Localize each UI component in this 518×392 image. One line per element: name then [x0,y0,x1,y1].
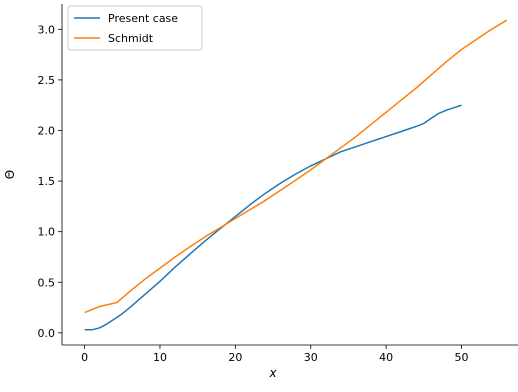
x-tick-label: 40 [379,351,393,364]
y-tick-label: 3.0 [38,23,56,36]
y-axis: 0.0 0.5 1.0 1.5 2.0 2.5 3.0 [38,23,62,340]
x-tick-label: 50 [454,351,468,364]
y-tick-label: 0.5 [38,276,56,289]
x-tick-label: 20 [228,351,242,364]
series-line-present-case [84,104,462,331]
series-layer [84,19,508,331]
x-tick-label: 10 [153,351,167,364]
y-tick-label: 2.0 [38,124,56,137]
y-axis-title: Θ [3,170,17,179]
legend-label-present-case: Present case [108,12,178,25]
series-line-schmidt [84,19,508,314]
y-tick-label: 1.0 [38,226,56,239]
legend-label-schmidt: Schmidt [108,32,154,45]
legend: Present case Schmidt [67,5,203,51]
x-tick-label: 30 [304,351,318,364]
y-tick-label: 0.0 [38,327,56,340]
x-axis-title: x [268,366,277,380]
x-axis: 0 10 20 30 40 50 [81,345,468,364]
y-tick-label: 1.5 [38,175,56,188]
y-tick-label: 2.5 [38,74,56,87]
legend-box [67,5,203,51]
plot-area [61,4,518,346]
x-tick-label: 0 [81,351,88,364]
